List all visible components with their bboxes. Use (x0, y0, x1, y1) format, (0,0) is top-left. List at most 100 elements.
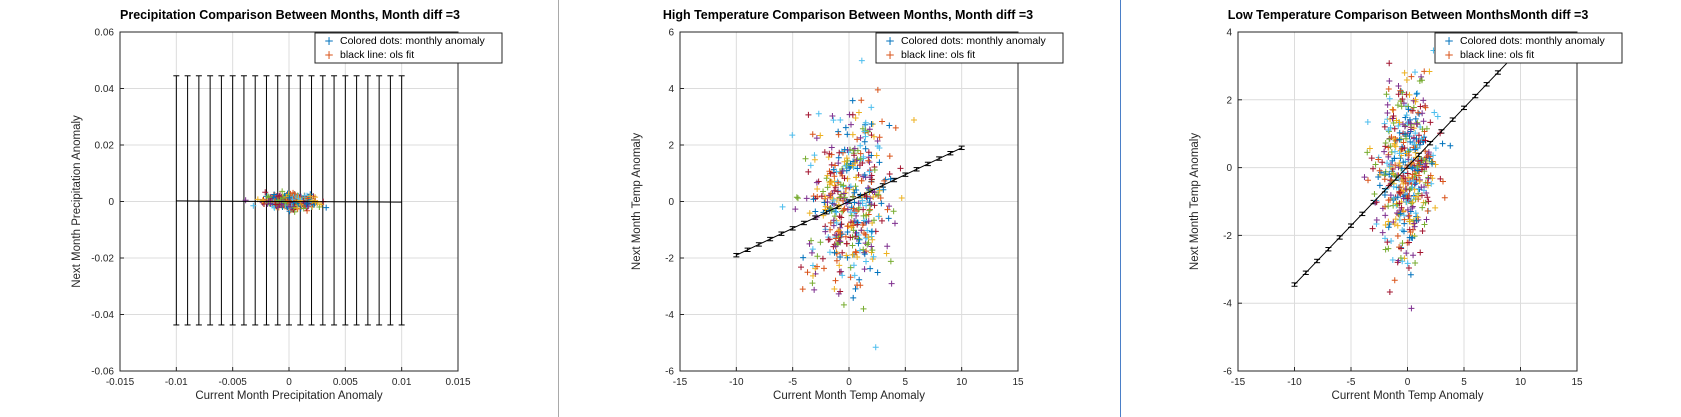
anomaly-point (847, 264, 854, 271)
anomaly-point (850, 262, 857, 269)
anomaly-point (867, 202, 874, 209)
anomaly-point (814, 186, 821, 193)
anomaly-point (1413, 120, 1420, 127)
y-tick-label: -2 (665, 254, 674, 265)
anomaly-point (1439, 178, 1446, 185)
anomaly-point (1432, 145, 1439, 152)
anomaly-point (1384, 160, 1391, 167)
anomaly-point (1405, 174, 1412, 181)
anomaly-point (819, 255, 826, 262)
anomaly-point (843, 162, 850, 169)
anomaly-point (1385, 153, 1392, 160)
anomaly-point (1397, 207, 1404, 214)
anomaly-point (855, 200, 862, 207)
anomaly-point (854, 208, 861, 215)
anomaly-point (1425, 175, 1432, 182)
anomaly-point (1407, 271, 1414, 278)
y-axis-label: Next Month Temp Anomaly (631, 133, 643, 270)
anomaly-point (827, 194, 834, 201)
y-tick-label: -4 (665, 310, 674, 321)
anomaly-point (851, 152, 858, 159)
anomaly-point (874, 86, 881, 93)
anomaly-point (831, 285, 838, 292)
anomaly-point (817, 239, 824, 246)
ols-fit-line (736, 147, 962, 256)
anomaly-point (826, 249, 833, 256)
anomaly-point (886, 122, 893, 129)
anomaly-point (868, 228, 875, 235)
anomaly-point (863, 193, 870, 200)
anomaly-point (262, 189, 269, 196)
anomaly-point (855, 109, 862, 116)
anomaly-point (1381, 148, 1388, 155)
anomaly-point (1409, 199, 1416, 206)
anomaly-point (827, 170, 834, 177)
anomaly-point (840, 301, 847, 308)
anomaly-point (832, 277, 839, 284)
anomaly-point (1388, 176, 1395, 183)
anomaly-point (828, 161, 835, 168)
anomaly-point (1390, 107, 1397, 114)
anomaly-point (1417, 249, 1424, 256)
anomaly-point (805, 111, 812, 118)
anomaly-point (789, 132, 796, 139)
anomaly-point (853, 174, 860, 181)
anomaly-point (286, 194, 293, 201)
anomaly-point (872, 344, 879, 351)
anomaly-point (842, 162, 849, 169)
anomaly-point (829, 195, 836, 202)
anomaly-point (862, 133, 869, 140)
anomaly-point (1386, 163, 1393, 170)
anomaly-point (1432, 161, 1439, 168)
anomaly-point (837, 116, 844, 123)
anomaly-point (824, 172, 831, 179)
anomaly-point (779, 203, 786, 210)
anomaly-point (852, 114, 859, 121)
anomaly-point (1401, 216, 1408, 223)
y-tick-label: 2 (1226, 95, 1232, 106)
legend: + + Colored dots: monthly anomaly black … (875, 32, 1064, 64)
anomaly-point (871, 133, 878, 140)
anomaly-point (868, 243, 875, 250)
anomaly-point (1398, 245, 1405, 252)
y-tick-label: -0.04 (91, 310, 114, 321)
anomaly-point (874, 138, 881, 145)
anomaly-point (855, 235, 862, 242)
anomaly-point (284, 190, 291, 197)
anomaly-point (1422, 160, 1429, 167)
anomaly-point (805, 168, 812, 175)
anomaly-point (865, 234, 872, 241)
anomaly-point (1390, 113, 1397, 120)
anomaly-point (1401, 212, 1408, 219)
anomaly-point (858, 97, 865, 104)
anomaly-point (1401, 69, 1408, 76)
anomaly-point (294, 205, 301, 212)
anomaly-point (852, 160, 859, 167)
anomaly-point (1423, 216, 1430, 223)
anomaly-point (1400, 228, 1407, 235)
anomaly-point (870, 217, 877, 224)
anomaly-point (866, 126, 873, 133)
anomaly-point (865, 218, 872, 225)
anomaly-point (1414, 90, 1421, 97)
anomaly-point (1410, 252, 1417, 259)
anomaly-point (836, 262, 843, 269)
chart-title: Low Temperature Comparison Between Month… (1228, 8, 1589, 22)
anomaly-point (834, 178, 841, 185)
anomaly-point (841, 175, 848, 182)
anomaly-point (1419, 204, 1426, 211)
anomaly-point (1379, 229, 1386, 236)
anomaly-point (279, 188, 286, 195)
anomaly-point (866, 168, 873, 175)
anomaly-point (1409, 204, 1416, 211)
anomaly-point (1404, 195, 1411, 202)
anomaly-point (835, 131, 842, 138)
anomaly-point (281, 199, 288, 206)
x-tick-label: -15 (673, 377, 688, 388)
anomaly-point (882, 176, 889, 183)
anomaly-point (1385, 203, 1392, 210)
anomaly-point (884, 206, 891, 213)
anomaly-point (825, 154, 832, 161)
anomaly-point (850, 205, 857, 212)
anomaly-point (837, 181, 844, 188)
